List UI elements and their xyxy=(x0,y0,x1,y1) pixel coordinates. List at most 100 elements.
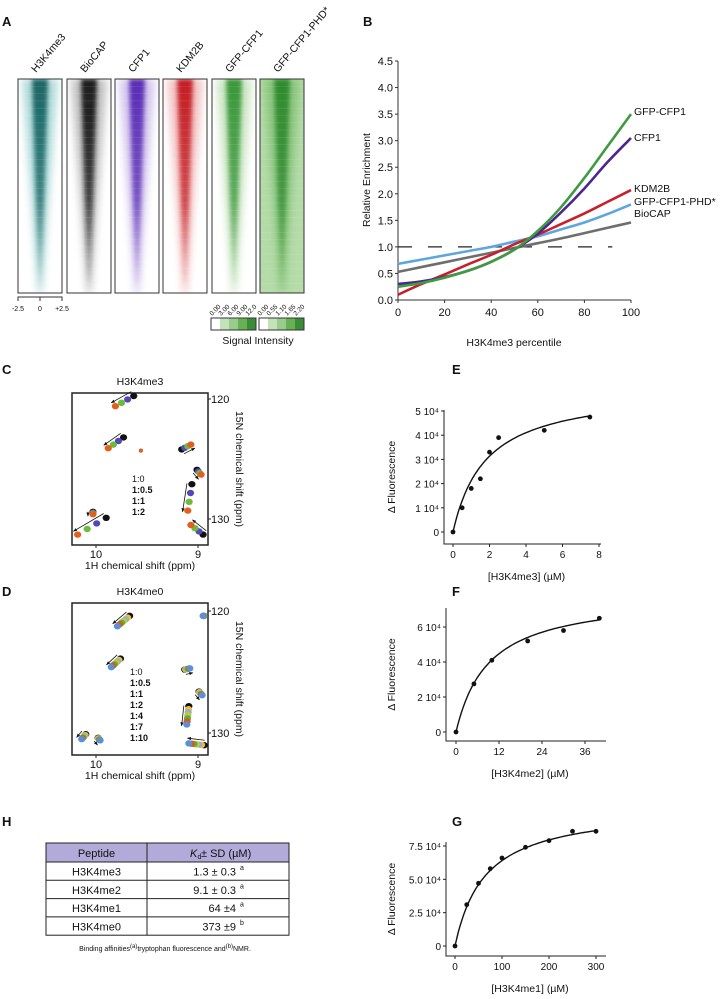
nmr-legend-1-1: 1:1 xyxy=(130,689,143,699)
peak-1-2 xyxy=(187,521,195,529)
data-point xyxy=(487,449,492,455)
chart-G-x-label: [H3K4me1] (µM) xyxy=(491,983,568,995)
x-tick-label: 60 xyxy=(532,307,544,319)
nmr-peak xyxy=(86,508,97,518)
heatmap-column-label: CFP1 xyxy=(126,47,153,75)
y-tick-label: 7.5 10⁴ xyxy=(409,842,441,853)
heatmap-gfp-cfp1-phd- xyxy=(259,78,305,294)
nmr-x-label: 1H chemical shift (ppm) xyxy=(85,560,195,572)
series-line-gfp-cfp1 xyxy=(397,113,633,289)
x-tick-label: 10 xyxy=(90,549,102,561)
x-tick-label: 12 xyxy=(493,747,505,758)
nmr-peak xyxy=(192,466,205,480)
color-scale-segment xyxy=(295,318,304,330)
heatmap-core xyxy=(177,79,193,283)
nmr-legend-1-10: 1:10 xyxy=(130,733,148,743)
data-point xyxy=(496,435,502,441)
nmr-title: H3K4me3 xyxy=(117,376,164,388)
x-tick-label: 100 xyxy=(622,307,640,319)
shift-arrow xyxy=(73,513,104,532)
caption-superscript: (b) xyxy=(226,944,233,950)
x-tick-label: 100 xyxy=(494,962,511,973)
table-cell-footnote: b xyxy=(240,920,244,927)
y-tick-label: 120 xyxy=(211,606,229,618)
y-tick-label: 6 10⁴ xyxy=(417,623,441,634)
data-point xyxy=(546,838,552,844)
y-tick-label: 2 10⁴ xyxy=(415,480,439,491)
peak-1-10 xyxy=(186,665,194,672)
heatmap-border xyxy=(114,78,160,294)
heatmap-h3k4me3 xyxy=(17,78,63,294)
shift-arrow xyxy=(185,672,194,676)
peak-1-2 xyxy=(111,403,119,410)
table-header-row xyxy=(46,843,289,862)
peak-1-10 xyxy=(183,721,191,728)
table-cell-peptide: H3K4me0 xyxy=(72,921,121,933)
fit-curve xyxy=(455,619,600,733)
caption-text: Binding affinities xyxy=(79,946,130,953)
peak-1-1 xyxy=(185,498,193,505)
panel-label-G: G xyxy=(452,814,462,829)
table-cell-kd: 64 ±4 xyxy=(209,903,236,915)
y-tick-label: 2 10⁴ xyxy=(417,693,441,704)
data-point xyxy=(459,505,465,511)
data-point xyxy=(561,628,566,633)
table-cell-peptide: H3K4me1 xyxy=(72,903,121,915)
y-tick-label: 0 xyxy=(433,528,439,539)
heatmap-biocap xyxy=(66,78,112,294)
y-tick-label: 0.5 xyxy=(378,268,393,280)
table-header-kd-subscript: d xyxy=(198,854,202,861)
nmr-spectrum-box xyxy=(71,602,209,756)
heatmap-core xyxy=(129,79,145,283)
nmr-peak xyxy=(106,654,125,671)
y-tick-label: 130 xyxy=(211,728,229,740)
nmr-peak xyxy=(181,665,194,676)
heatmap-border xyxy=(259,78,305,294)
panel-label-B: B xyxy=(363,14,372,29)
x-tick-label: 6 xyxy=(560,550,566,561)
peak-1-10 xyxy=(199,612,207,620)
panel-label-F: F xyxy=(452,584,460,599)
nmr-peak xyxy=(178,441,196,455)
x-tick-label: 9 xyxy=(195,549,201,561)
shift-arrow xyxy=(181,483,188,513)
data-point xyxy=(596,615,602,621)
nmr-peak xyxy=(103,432,128,452)
peak-1-1 xyxy=(117,399,126,406)
table-row xyxy=(46,898,289,917)
color-scale-segment xyxy=(238,318,247,330)
data-point xyxy=(453,729,459,735)
nmr-y-label: 15N chemical shift (ppm) xyxy=(233,621,245,737)
peak-1-10 xyxy=(78,735,86,743)
y-tick-label: 4.5 xyxy=(378,56,393,68)
data-point xyxy=(489,657,495,663)
peak-1-2 xyxy=(74,531,82,538)
heatmap-axis-tick: 0 xyxy=(38,306,42,313)
chart-G-axes xyxy=(445,842,606,957)
y-tick-label: 2.0 xyxy=(378,189,393,201)
y-tick-label: 2.5 10⁴ xyxy=(409,909,441,920)
nmr-peak xyxy=(199,612,208,620)
nmr-legend-1-7: 1:7 xyxy=(130,722,143,732)
caption-superscript: (a) xyxy=(130,944,137,950)
chart-E-y-label: Δ Fluorescence xyxy=(386,441,398,514)
color-scale-segment xyxy=(277,318,286,330)
peak-1-0.5 xyxy=(114,437,123,445)
heatmap-axis-tick: -2.5 xyxy=(12,306,24,313)
peak-1-0 xyxy=(188,481,196,488)
table-header-sd: ± SD (µM) xyxy=(201,848,251,860)
data-point xyxy=(450,529,456,535)
nmr-peak xyxy=(76,730,90,743)
table-header-kd: K xyxy=(190,848,198,860)
data-point xyxy=(471,681,477,687)
y-tick-label: 4 10⁴ xyxy=(417,658,441,669)
color-scale-segment xyxy=(229,318,238,330)
nmr-legend-1-2: 1:2 xyxy=(130,700,143,710)
data-point xyxy=(541,427,547,433)
heatmap-border xyxy=(17,78,63,294)
heatmap-column-label: GFP-CFP1 xyxy=(223,27,266,75)
shift-arrow xyxy=(183,447,196,455)
chart-G-y-label: Δ Fluorescence xyxy=(386,863,398,936)
heatmap-signal xyxy=(163,79,207,293)
